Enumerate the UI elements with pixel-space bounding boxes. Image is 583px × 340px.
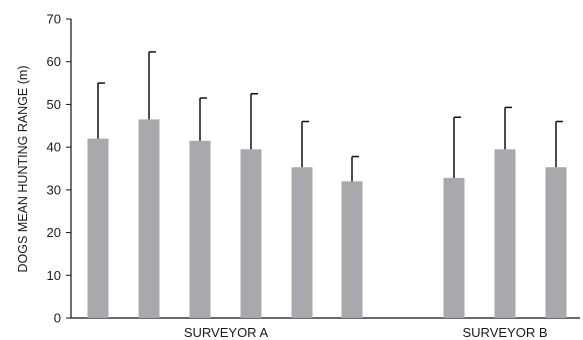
y-tick-label: 70 [47,12,61,27]
y-tick-label: 40 [47,140,61,155]
bar [291,167,313,318]
bar [189,140,211,318]
y-tick-label: 10 [47,268,61,283]
bar [494,149,516,318]
bars [87,119,567,318]
error-bars [97,51,563,182]
bar [545,167,567,318]
bar [87,138,109,318]
bar [443,177,465,318]
y-tick-label: 50 [47,97,61,112]
y-tick-label: 60 [47,54,61,69]
bar [138,119,160,318]
x-group-label: SURVEYOR B [462,325,547,340]
bar [341,181,363,318]
y-axis-title: DOGS MEAN HUNTING RANGE (m) [16,66,30,273]
y-ticks: 0 10 20 30 40 50 60 70 [47,12,71,326]
y-tick-label: 0 [54,311,61,326]
y-tick-label: 30 [47,182,61,197]
group-labels: SURVEYOR A SURVEYOR B [184,325,548,340]
x-group-label: SURVEYOR A [184,325,269,340]
y-tick-label: 20 [47,225,61,240]
bar [240,149,262,318]
